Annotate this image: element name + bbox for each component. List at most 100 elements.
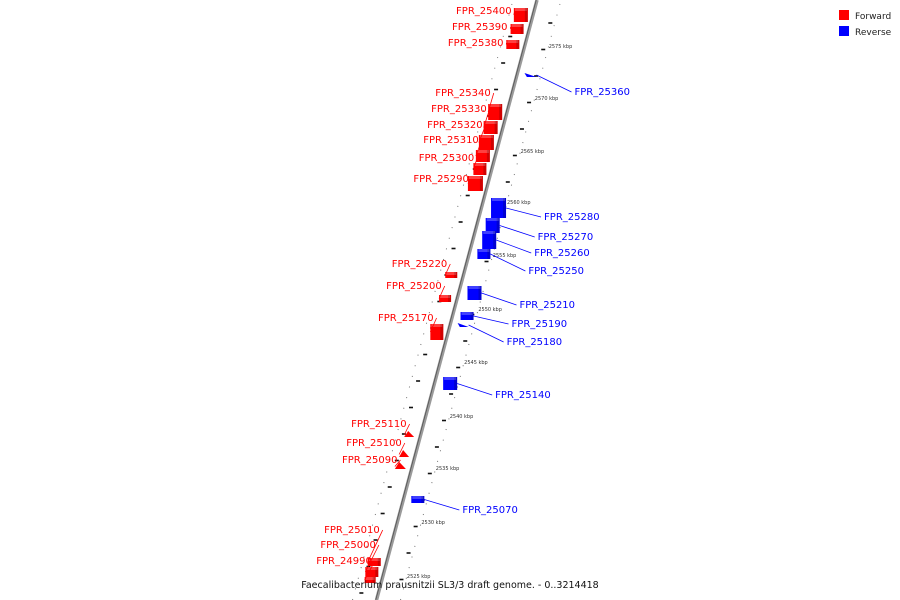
gene-shade bbox=[493, 231, 497, 249]
gene-label: FPR_25070 bbox=[462, 505, 518, 516]
gene-body bbox=[365, 567, 379, 577]
gene-body bbox=[439, 295, 452, 302]
gene-label: FPR_25390 bbox=[452, 22, 508, 33]
gene-label-connector bbox=[467, 178, 473, 184]
genome-backbone bbox=[374, 0, 539, 600]
gene-body bbox=[364, 577, 376, 583]
tick-label: 2570 kbp bbox=[535, 96, 559, 102]
reverse-gene bbox=[460, 312, 474, 320]
gene-shade bbox=[421, 496, 425, 503]
gene-body bbox=[485, 218, 500, 233]
forward-gene bbox=[430, 324, 444, 340]
gene-highlight bbox=[366, 567, 378, 570]
gene-arrow bbox=[394, 462, 406, 469]
guide-dots-left bbox=[352, 0, 514, 600]
forward-gene bbox=[483, 121, 498, 134]
gene-highlight bbox=[492, 198, 506, 201]
legend: Forward Reverse bbox=[839, 10, 892, 38]
gene-body bbox=[488, 104, 503, 120]
gene-body bbox=[478, 135, 494, 150]
gene-label: FPR_25400 bbox=[456, 6, 512, 17]
gene-highlight bbox=[476, 150, 489, 153]
gene-highlight bbox=[478, 249, 490, 252]
gene-highlight bbox=[468, 176, 482, 179]
gene-label-connector bbox=[468, 324, 504, 343]
gene-label-connector bbox=[398, 442, 406, 455]
reverse-gene bbox=[491, 198, 507, 218]
gene-highlight bbox=[368, 558, 380, 561]
gene-label-connector bbox=[496, 239, 532, 254]
legend-swatch-forward bbox=[839, 10, 849, 20]
gene-body bbox=[460, 312, 474, 320]
legend-label-forward: Forward bbox=[855, 12, 891, 22]
gene-shade bbox=[496, 218, 500, 233]
reverse-gene bbox=[467, 286, 482, 300]
tick-label: 2560 kbp bbox=[507, 200, 531, 206]
gene-highlight bbox=[431, 324, 443, 327]
gene-body bbox=[482, 231, 497, 249]
forward-gene bbox=[394, 462, 406, 469]
gene-highlight bbox=[365, 577, 375, 580]
tick-label: 2540 kbp bbox=[450, 414, 474, 420]
gene-body bbox=[506, 40, 520, 49]
gene-highlight bbox=[511, 24, 523, 27]
gene-label: FPR_25180 bbox=[507, 337, 563, 348]
forward-gene bbox=[399, 450, 410, 457]
gene-shade bbox=[499, 104, 503, 120]
gene-body bbox=[513, 8, 528, 22]
legend-swatch-reverse bbox=[839, 26, 849, 36]
forward-gene bbox=[478, 135, 494, 150]
reverse-gene bbox=[411, 496, 425, 503]
label-layer: FPR_25400 FPR_25390 FPR_25380 FPR_25340 FPR_… bbox=[316, 6, 630, 581]
gene-body bbox=[411, 496, 425, 503]
forward-gene bbox=[439, 295, 452, 302]
gene-body bbox=[491, 198, 507, 218]
gene-body bbox=[467, 286, 482, 300]
genome-backbone-edge bbox=[375, 0, 537, 600]
gene-shade bbox=[486, 150, 490, 162]
gene-label-connector bbox=[394, 459, 401, 467]
gene-shade bbox=[479, 176, 483, 191]
gene-label-connector bbox=[364, 560, 376, 581]
gene-label-connector bbox=[429, 317, 437, 333]
gene-label-connector bbox=[475, 139, 483, 157]
gene-shade bbox=[470, 312, 474, 320]
gene-label-connector bbox=[505, 207, 542, 218]
gene-highlight bbox=[474, 163, 486, 166]
gene-label-connector bbox=[438, 285, 446, 299]
forward-gene bbox=[506, 40, 520, 49]
gene-label: FPR_25210 bbox=[519, 300, 575, 311]
tick-label: 2535 kbp bbox=[436, 466, 460, 472]
gene-label-connector bbox=[364, 544, 380, 573]
reverse-gene bbox=[457, 323, 469, 327]
gene-shade bbox=[520, 24, 524, 34]
gene-label-connector bbox=[536, 74, 572, 93]
gene-label: FPR_25110 bbox=[351, 419, 407, 430]
gene-label-connector bbox=[444, 263, 451, 276]
gene-label: FPR_25190 bbox=[512, 319, 568, 330]
legend-label-reverse: Reverse bbox=[855, 28, 892, 38]
gene-shade bbox=[483, 163, 487, 175]
gene-shade bbox=[454, 272, 458, 278]
forward-gene bbox=[467, 176, 483, 191]
tick-label: 2530 kbp bbox=[421, 520, 445, 526]
gene-label-connector bbox=[473, 157, 478, 170]
gene-highlight bbox=[468, 286, 481, 289]
forward-gene bbox=[488, 104, 503, 120]
forward-gene bbox=[475, 150, 490, 162]
gene-shade bbox=[487, 249, 491, 259]
genome-caption: Faecalibacterium prausnitzii SL3/3 draft… bbox=[301, 580, 598, 591]
gene-body bbox=[475, 150, 490, 162]
reverse-gene bbox=[485, 218, 500, 233]
gene-label-connector bbox=[481, 292, 517, 306]
axis-layer: 2525 kbp 2530 kbp 2535 kbp 2540 kbp 2545 kbp… bbox=[352, 0, 572, 600]
gene-shade bbox=[375, 567, 379, 577]
gene-highlight bbox=[483, 231, 496, 234]
gene-label: FPR_25300 bbox=[419, 153, 475, 164]
gene-label: FPR_24990 bbox=[316, 556, 372, 567]
gene-highlight bbox=[514, 8, 527, 11]
gene-label: FPR_25320 bbox=[427, 120, 483, 131]
gene-label: FPR_25310 bbox=[423, 135, 479, 146]
gene-label: FPR_25290 bbox=[413, 174, 469, 185]
